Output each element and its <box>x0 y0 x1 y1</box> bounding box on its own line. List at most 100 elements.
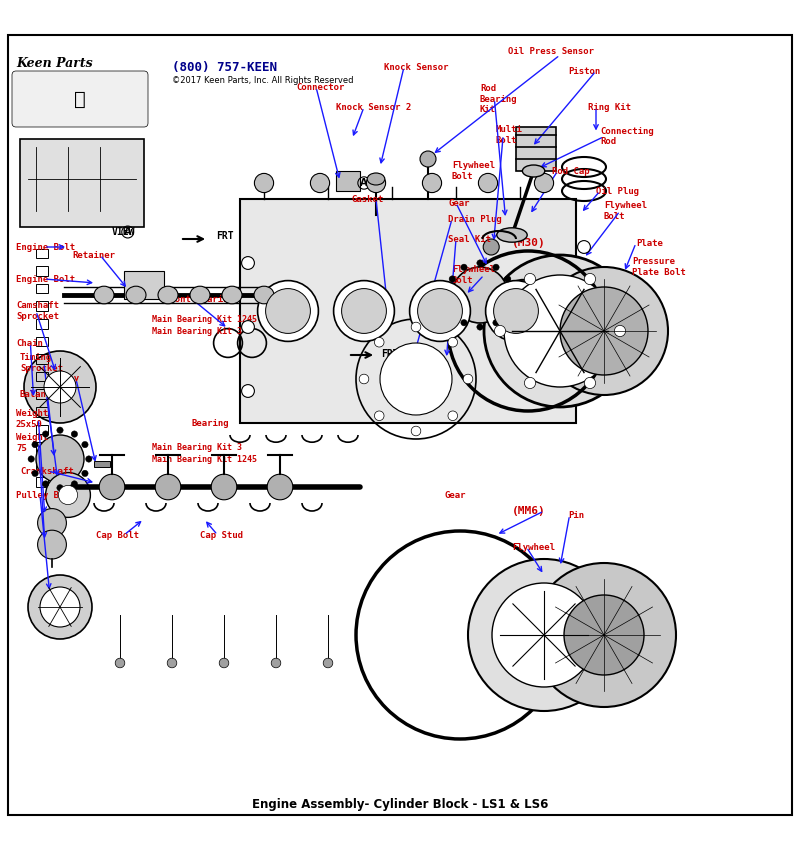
Bar <box>36 371 48 382</box>
Text: Pin: Pin <box>568 510 584 519</box>
Bar <box>124 271 164 299</box>
Text: Timing
Sprocket: Timing Sprocket <box>20 354 63 373</box>
Bar <box>36 354 48 364</box>
Text: Keen Parts: Keen Parts <box>16 57 93 70</box>
Circle shape <box>82 470 88 476</box>
Circle shape <box>477 260 483 266</box>
Circle shape <box>463 374 473 384</box>
Text: FRT: FRT <box>216 231 234 241</box>
Circle shape <box>155 475 181 500</box>
Circle shape <box>390 361 410 381</box>
Circle shape <box>540 267 668 395</box>
Text: Flywheel
Bolt: Flywheel Bolt <box>452 162 495 181</box>
Circle shape <box>477 324 483 330</box>
Text: Gear: Gear <box>444 491 466 499</box>
Bar <box>94 461 110 467</box>
Text: Weight
25x50: Weight 25x50 <box>16 409 48 429</box>
FancyBboxPatch shape <box>12 71 148 127</box>
Bar <box>36 389 48 399</box>
Circle shape <box>452 267 508 323</box>
Text: A: A <box>124 227 131 237</box>
Circle shape <box>534 173 554 193</box>
Circle shape <box>578 369 590 382</box>
Circle shape <box>483 239 499 255</box>
Text: 🚗: 🚗 <box>74 90 86 108</box>
Ellipse shape <box>254 286 274 304</box>
Circle shape <box>99 475 125 500</box>
Circle shape <box>509 292 515 298</box>
Text: Cap Bolt: Cap Bolt <box>96 530 139 540</box>
Bar <box>12 51 164 123</box>
Circle shape <box>211 475 237 500</box>
Circle shape <box>494 288 538 333</box>
Circle shape <box>560 287 648 375</box>
Text: Piston: Piston <box>568 67 600 75</box>
Circle shape <box>614 326 626 337</box>
Circle shape <box>310 173 330 193</box>
Circle shape <box>42 481 49 487</box>
Circle shape <box>46 473 90 518</box>
Circle shape <box>28 456 34 462</box>
Circle shape <box>584 273 595 284</box>
Text: FRT: FRT <box>382 349 399 360</box>
Text: Multi
Bolt: Multi Bolt <box>496 125 523 145</box>
Circle shape <box>57 427 63 433</box>
Circle shape <box>42 431 49 437</box>
Text: Connecting
Rod: Connecting Rod <box>600 127 654 146</box>
Ellipse shape <box>126 286 146 304</box>
Circle shape <box>566 294 586 313</box>
Text: Drain Plug: Drain Plug <box>448 215 502 223</box>
Text: Weight
75: Weight 75 <box>16 433 48 453</box>
Circle shape <box>82 442 88 448</box>
Circle shape <box>484 255 636 407</box>
Text: ©2017 Keen Parts, Inc. All Rights Reserved: ©2017 Keen Parts, Inc. All Rights Reserv… <box>172 76 354 85</box>
Text: Chain: Chain <box>16 338 43 348</box>
Circle shape <box>57 485 63 491</box>
Circle shape <box>410 281 470 342</box>
Circle shape <box>492 583 596 687</box>
Circle shape <box>564 595 644 675</box>
Text: Rod
Bearing
Kit: Rod Bearing Kit <box>480 84 518 114</box>
Circle shape <box>578 305 590 317</box>
Bar <box>36 442 48 452</box>
Circle shape <box>71 481 78 487</box>
Text: Rod Cap: Rod Cap <box>552 167 590 175</box>
Circle shape <box>478 173 498 193</box>
Circle shape <box>24 351 96 423</box>
Bar <box>36 337 48 346</box>
Text: Cap Stud: Cap Stud <box>200 530 243 540</box>
Circle shape <box>271 658 281 667</box>
Circle shape <box>524 377 535 388</box>
Text: Ring Kit: Ring Kit <box>588 102 631 112</box>
Text: Engine Assembly- Cylinder Block - LS1 & LS6: Engine Assembly- Cylinder Block - LS1 & … <box>252 798 548 811</box>
Circle shape <box>323 658 333 667</box>
Circle shape <box>411 322 421 332</box>
Text: Seal Kit: Seal Kit <box>448 234 491 244</box>
Circle shape <box>448 338 458 347</box>
Text: Flywheel
Bolt: Flywheel Bolt <box>604 201 647 221</box>
Text: Pressure
Plate Bolt: Pressure Plate Bolt <box>632 257 686 277</box>
Circle shape <box>36 435 84 483</box>
Circle shape <box>366 173 386 193</box>
Circle shape <box>380 343 452 415</box>
Bar <box>20 139 144 227</box>
Circle shape <box>28 575 92 639</box>
Bar <box>36 283 48 294</box>
Text: Oil Press Sensor: Oil Press Sensor <box>508 47 594 56</box>
Text: Connector: Connector <box>296 83 344 91</box>
Circle shape <box>578 240 590 254</box>
Circle shape <box>448 411 458 420</box>
FancyBboxPatch shape <box>240 199 576 423</box>
Circle shape <box>258 281 318 342</box>
Circle shape <box>266 288 310 333</box>
Text: Flywheel
Bolt: Flywheel Bolt <box>452 266 495 285</box>
Text: Main Bearing Kit 1245: Main Bearing Kit 1245 <box>152 315 257 323</box>
Text: Knock Sensor 2: Knock Sensor 2 <box>336 102 411 112</box>
Bar <box>36 266 48 276</box>
Text: (800) 757-KEEN: (800) 757-KEEN <box>172 61 277 74</box>
Text: Main Bearing Kit 3: Main Bearing Kit 3 <box>152 327 242 336</box>
Circle shape <box>449 276 455 283</box>
Circle shape <box>334 281 394 342</box>
Circle shape <box>242 321 254 333</box>
Bar <box>36 425 48 434</box>
